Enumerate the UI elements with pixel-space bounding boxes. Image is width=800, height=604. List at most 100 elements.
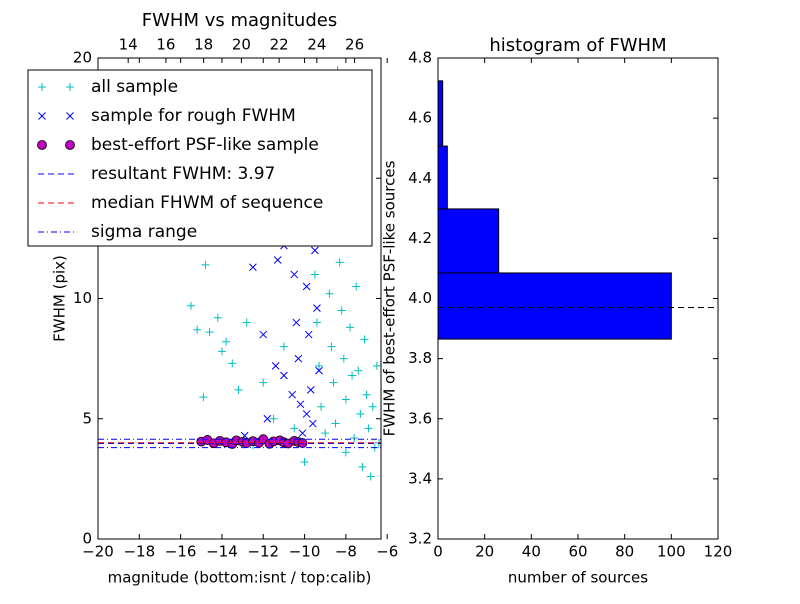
point [366,472,375,481]
point [372,361,381,370]
point [329,378,338,387]
y-tick-label: 4.2 [408,229,432,247]
x-axis-label: number of sources [508,569,648,587]
point [205,328,214,337]
legend-label: median FHWM of sequence [91,193,323,213]
y-tick-label: 0 [82,530,92,548]
x-tick-label: 80 [615,543,634,561]
x-tick-label: −6 [376,543,398,561]
point [327,342,336,351]
y-tick-label: 3.6 [408,409,432,427]
point [259,330,268,339]
x-tick-label: −12 [247,543,279,561]
point [362,390,371,399]
point [356,409,365,418]
x-tick-label: 100 [657,543,686,561]
x-tick-label: 40 [522,543,541,561]
chart-title: FWHM vs magnitudes [142,10,337,31]
bar [437,145,448,210]
x2-tick-label: 22 [270,36,289,54]
y-tick-label: 4.8 [408,49,432,67]
point [337,306,346,315]
point [66,83,74,91]
point [348,371,357,380]
x-axis-label: magnitude (bottom:isnt / top:calib) [108,569,372,587]
point [311,246,319,255]
point [228,359,237,368]
point [65,140,75,150]
point [222,337,231,346]
point [300,458,309,467]
point [315,366,323,375]
x-tick-label: 120 [704,543,733,561]
point [38,112,46,120]
point [290,424,299,433]
point [341,448,350,457]
point [292,318,301,327]
x-tick-label: −16 [165,543,197,561]
point [302,410,311,418]
bar [437,208,500,274]
y-tick-label: 4.0 [408,289,432,307]
point [242,318,251,327]
point [249,263,257,272]
point [341,395,350,404]
point [217,347,226,356]
point [335,258,344,267]
point [280,371,288,380]
point [358,462,367,471]
x-tick-label: 0 [433,543,443,561]
point [317,402,326,411]
y-tick-label: 5 [82,409,92,427]
point [368,402,377,411]
y-axis-label: FWHM of best-effort PSF-like sources [381,160,399,436]
bar [437,80,444,147]
point [350,433,359,442]
point [306,386,315,394]
legend-label: best-effort PSF-like sample [91,135,319,155]
x2-tick-label: 24 [307,36,326,54]
x2-tick-label: 18 [194,36,213,54]
y-tick-label: 3.4 [408,469,432,487]
point [302,282,311,291]
point [364,424,373,433]
legend-box [27,69,373,247]
y-tick-label: 4.4 [408,169,432,187]
point [290,270,299,279]
point [271,361,280,370]
point [294,354,303,363]
axes-frame [437,57,719,540]
x-tick-label: −10 [289,543,321,561]
point [263,414,272,423]
point [279,342,288,351]
point [296,400,305,409]
x2-tick-label: 26 [345,36,364,54]
x-tick-label: −18 [123,543,155,561]
point [288,390,297,399]
chart-title: histogram of FWHM [489,35,666,56]
point [269,414,278,423]
point [213,313,222,322]
y-tick-label: 3.2 [408,530,432,548]
x-tick-label: 60 [568,543,587,561]
point [234,385,243,394]
y-tick-label: 20 [73,49,92,67]
x-tick-label: 20 [475,543,494,561]
legend-label: sigma range [91,222,197,242]
y-tick-label: 4.6 [408,109,432,127]
point [310,270,319,279]
x-tick-label: −8 [335,543,357,561]
x-tick-label: −14 [206,543,238,561]
point [321,429,330,438]
point [325,289,334,298]
y-tick-label: 3.8 [408,349,432,367]
x2-tick-label: 14 [119,36,138,54]
y-tick-label: 10 [73,289,92,307]
point [259,378,268,387]
legend-label: resultant FWHM: 3.97 [91,164,275,184]
point [201,260,210,269]
point [66,112,74,120]
x2-tick-label: 16 [156,36,175,54]
axes-frame [97,57,382,540]
